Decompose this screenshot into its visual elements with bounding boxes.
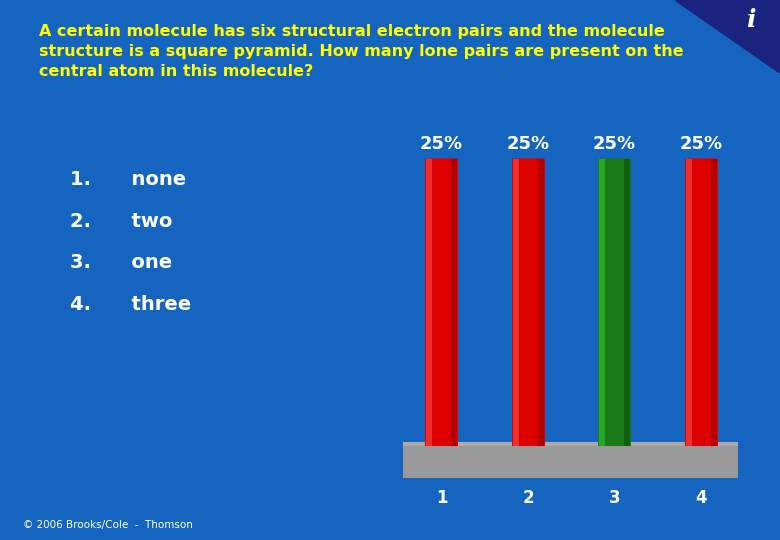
Text: 25%: 25% (593, 135, 636, 153)
Bar (425, 159, 458, 445)
Bar (598, 159, 631, 445)
Text: 4.      three: 4. three (70, 295, 191, 314)
Bar (711, 159, 717, 445)
Ellipse shape (425, 158, 458, 159)
Bar (512, 159, 519, 445)
Text: A certain molecule has six structural electron pairs and the molecule
structure : A certain molecule has six structural el… (39, 24, 683, 79)
Text: 1.      none: 1. none (70, 170, 186, 189)
Bar (402, 442, 739, 446)
Bar (686, 159, 692, 445)
Text: 25%: 25% (679, 135, 723, 153)
Bar (402, 446, 739, 478)
Bar (512, 159, 544, 445)
Polygon shape (675, 0, 780, 73)
Ellipse shape (512, 158, 544, 159)
Bar (624, 159, 630, 445)
Bar (537, 159, 544, 445)
Text: © 2006 Brooks/Cole  -  Thomson: © 2006 Brooks/Cole - Thomson (23, 520, 193, 530)
Bar (599, 159, 605, 445)
Bar (685, 159, 718, 445)
Text: i: i (746, 9, 755, 32)
Text: 25%: 25% (420, 135, 463, 153)
Text: 3.      one: 3. one (70, 253, 172, 272)
Text: 25%: 25% (506, 135, 550, 153)
Ellipse shape (685, 158, 718, 159)
Ellipse shape (598, 158, 631, 159)
Bar (426, 159, 432, 445)
Text: 2.      two: 2. two (70, 212, 172, 231)
Bar (451, 159, 457, 445)
